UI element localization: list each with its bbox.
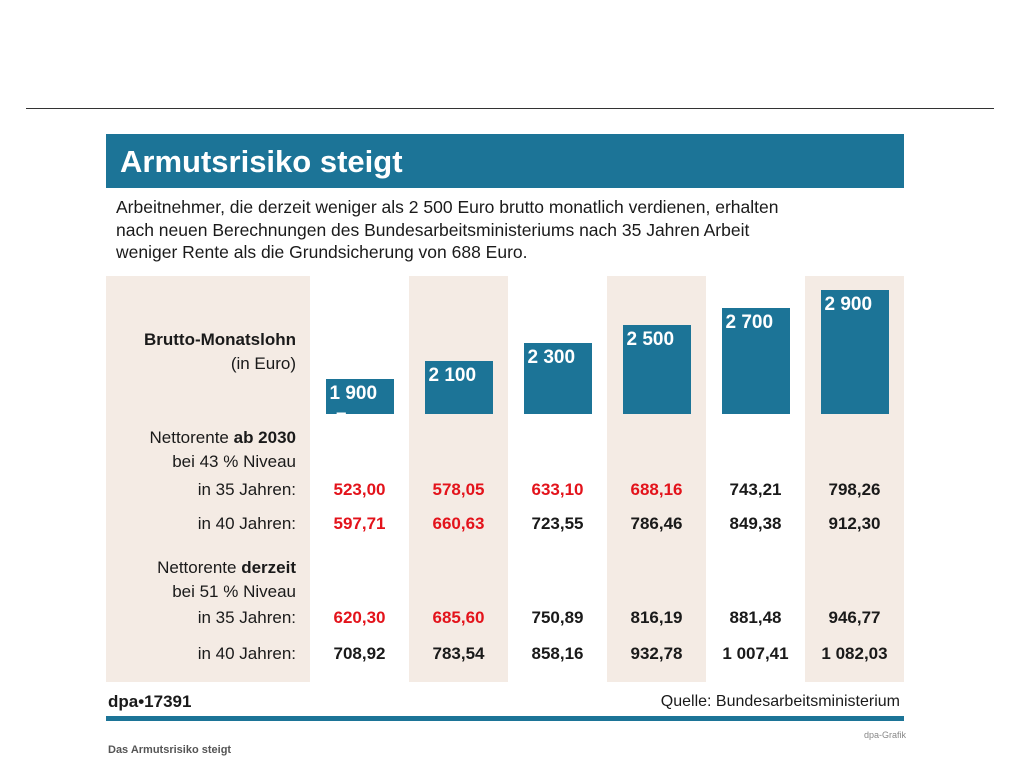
chart-title: Armutsrisiko steigt	[120, 144, 403, 179]
pension-value: 1 082,03	[821, 644, 888, 663]
ab2030-heading-bold: ab 2030	[233, 428, 296, 447]
bar-value-label: 2 300	[527, 347, 576, 369]
derzeit-heading-pre: Nettorente	[157, 558, 242, 577]
ab2030-35-label: in 35 Jahren:	[197, 480, 296, 499]
intro-line-3: weniger Rente als die Grundsicherung von…	[116, 242, 528, 262]
pension-value: 1 007,41	[722, 644, 789, 663]
pension-value: 633,10	[531, 480, 584, 499]
bar-value-label: 2 700	[725, 311, 774, 333]
salary-bar	[424, 360, 493, 414]
pension-value: 932,78	[630, 644, 683, 663]
pension-value: 523,00	[333, 480, 386, 499]
ab2030-level-label: bei 43 % Niveau	[172, 452, 296, 471]
intro-line-1: Arbeitnehmer, die derzeit weniger als 2 …	[116, 197, 779, 217]
infographic: Armutsrisiko steigt Arbeitnehmer, die de…	[106, 134, 904, 724]
derzeit-heading: Nettorente derzeit	[157, 558, 296, 578]
pension-value: 597,71	[333, 514, 386, 533]
salary-bar	[622, 325, 691, 414]
pension-value: 660,63	[432, 514, 485, 533]
source-note: Quelle: Bundesarbeitsministerium	[660, 693, 900, 710]
caption: Das Armutsrisiko steigt	[108, 744, 232, 756]
brutto-label: Brutto-Monatslohn	[143, 330, 296, 349]
pension-value: 849,38	[729, 514, 782, 533]
pension-value: 912,30	[828, 514, 881, 533]
brutto-unit-label: (in Euro)	[230, 354, 296, 373]
title-bar: Armutsrisiko steigt	[106, 134, 904, 188]
derzeit-level-label: bei 51 % Niveau	[172, 582, 296, 601]
top-divider	[26, 108, 994, 109]
pension-value: 578,05	[432, 480, 485, 499]
row-label-column: Brutto-Monatslohn (in Euro) Nettorente a…	[106, 276, 310, 682]
salary-bar	[523, 343, 592, 414]
bar-value-label: 1 900	[329, 382, 378, 404]
dpa-id: dpa•17391	[108, 692, 192, 711]
intro-text: Arbeitnehmer, die derzeit weniger als 2 …	[116, 196, 896, 264]
salary-bar	[721, 307, 790, 414]
pension-value: 743,21	[729, 480, 782, 499]
pension-value: 750,89	[531, 608, 584, 627]
ab2030-heading-pre: Nettorente	[149, 428, 234, 447]
derzeit-heading-bold: derzeit	[241, 558, 296, 577]
pension-value: 783,54	[432, 644, 485, 663]
footer-rule	[106, 716, 904, 721]
derzeit-35-label: in 35 Jahren:	[197, 608, 296, 627]
pension-value: 685,60	[432, 608, 485, 627]
pension-value: 881,48	[729, 608, 782, 627]
pension-value: 620,30	[333, 608, 386, 627]
intro-line-2: nach neuen Berechnungen des Bundesarbeit…	[116, 219, 750, 240]
column-shade	[409, 276, 508, 682]
ab2030-40-label: in 40 Jahren:	[197, 514, 296, 533]
pension-value: 688,16	[630, 480, 683, 499]
pension-value: 798,26	[828, 480, 881, 499]
salary-bar	[325, 378, 394, 414]
pension-value: 816,19	[630, 608, 683, 627]
bar-value-label: 2 100	[428, 364, 477, 386]
bar-value-label: 2 500	[626, 329, 675, 351]
bar-unit-label: Euro	[335, 408, 375, 428]
pension-value: 723,55	[531, 514, 584, 533]
pension-value: 946,77	[828, 608, 881, 627]
bar-value-label: 2 900	[824, 294, 873, 315]
pension-value: 858,16	[531, 644, 584, 663]
ab2030-heading: Nettorente ab 2030	[150, 428, 297, 448]
derzeit-40-label: in 40 Jahren:	[197, 644, 296, 663]
pension-value: 786,46	[630, 514, 683, 533]
salary-bar	[820, 290, 889, 414]
pension-value: 708,92	[333, 644, 386, 663]
credit: dpa-Grafik	[863, 730, 906, 740]
